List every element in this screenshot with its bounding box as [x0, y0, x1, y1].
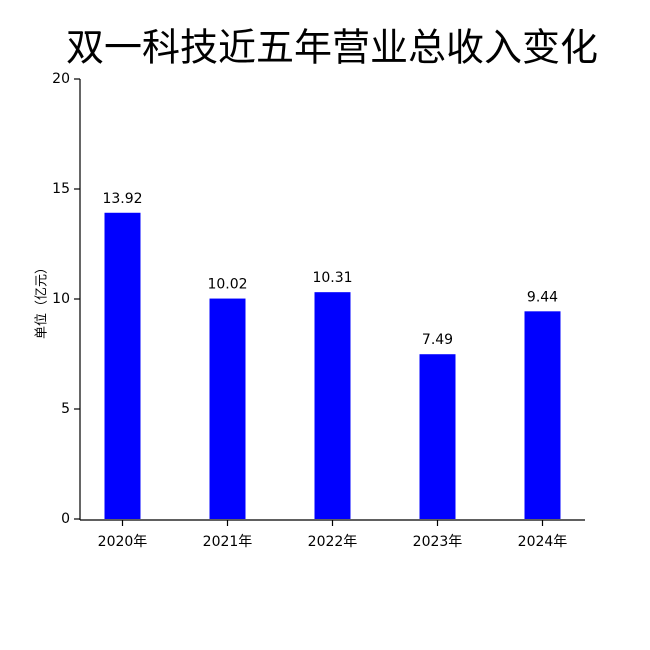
data-label: 10.31 — [312, 270, 352, 286]
y-tick-label: 5 — [61, 401, 70, 417]
x-tick-label: 2024年 — [518, 534, 568, 550]
x-tick-label: 2022年 — [308, 534, 358, 550]
data-label: 10.02 — [207, 277, 247, 293]
bar — [524, 311, 561, 519]
bar — [314, 292, 351, 519]
y-axis-label: 单位（亿元） — [35, 261, 50, 339]
y-tick-label: 10 — [52, 291, 70, 307]
data-label: 9.44 — [527, 289, 558, 305]
bar — [419, 354, 456, 519]
x-tick-label: 2020年 — [98, 534, 148, 550]
y-tick-label: 15 — [52, 181, 70, 197]
x-tick-label: 2023年 — [413, 534, 463, 550]
data-label: 13.92 — [102, 191, 142, 207]
bar — [209, 298, 246, 519]
y-tick-label: 0 — [61, 511, 70, 527]
y-tick-label: 20 — [52, 71, 70, 87]
bar — [104, 212, 141, 519]
chart-title: 双一科技近五年营业总收入变化 — [66, 26, 598, 70]
x-tick-label: 2021年 — [203, 534, 253, 550]
data-label: 7.49 — [422, 332, 453, 348]
